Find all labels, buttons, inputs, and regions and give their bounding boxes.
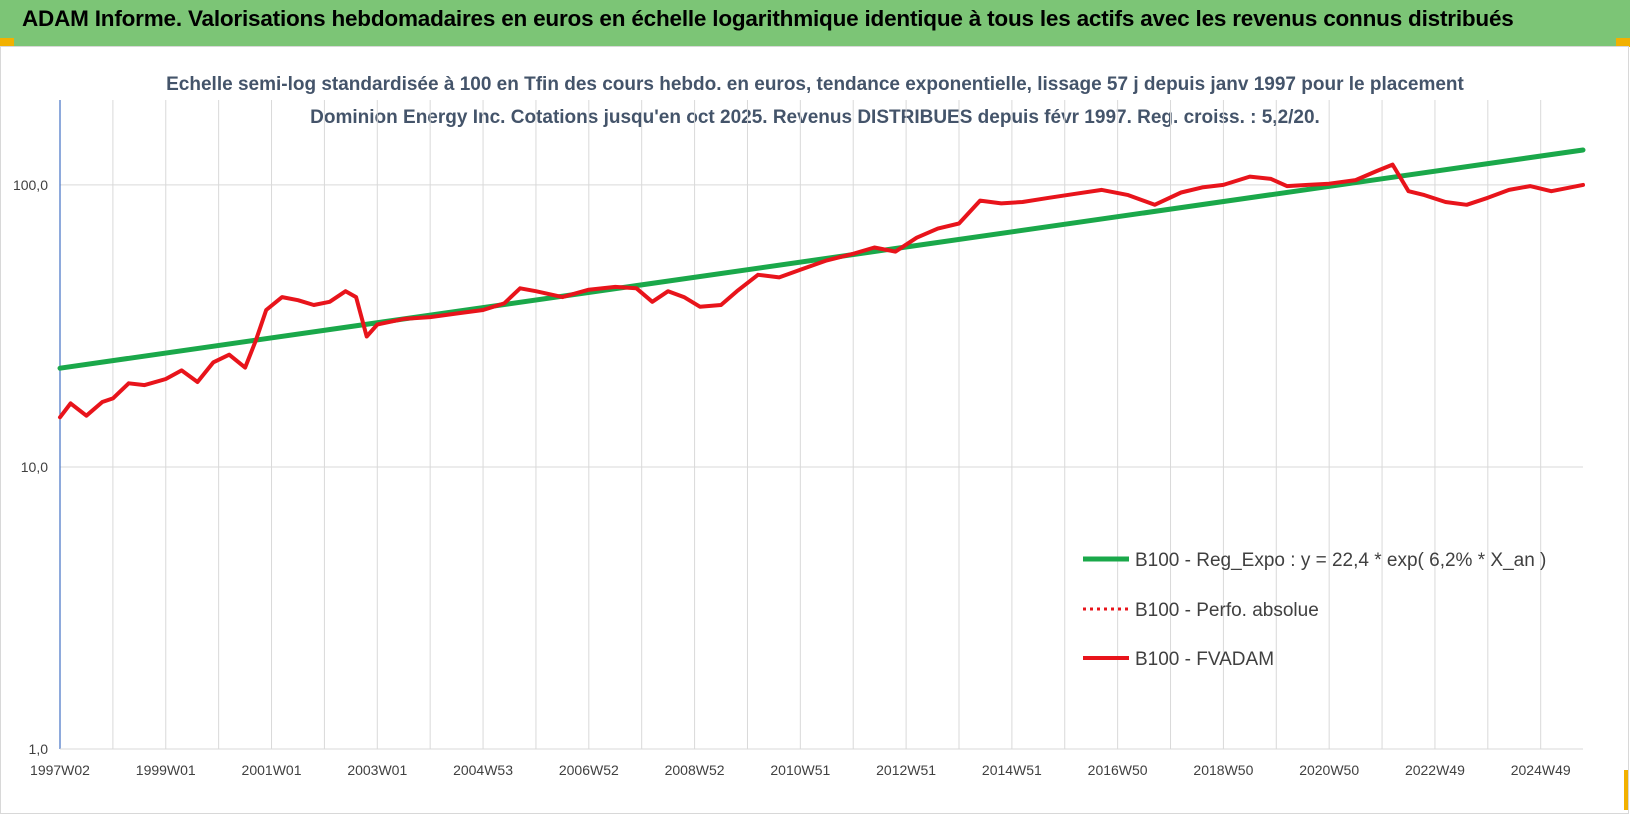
header-banner: ADAM Informe. Valorisations hebdomadaire…	[0, 0, 1630, 46]
x-tick-label: 2004W53	[453, 762, 513, 778]
chart-frame	[0, 46, 1629, 814]
series-line-1	[57, 147, 1586, 371]
x-tick-label: 2018W50	[1193, 762, 1253, 778]
x-tick-label: 1999W01	[136, 762, 196, 778]
corner-mark-right	[1616, 38, 1630, 47]
y-tick-label: 100,0	[13, 177, 48, 193]
axis-ticks: 1,0 10,0 100,0 1997W02 1999W01 2001W01 2003W01…	[13, 177, 1571, 778]
x-tick-label: 2006W52	[559, 762, 619, 778]
corner-mark-left	[0, 38, 14, 47]
x-tick-label: 2010W51	[770, 762, 830, 778]
x-tick-label: 2016W50	[1088, 762, 1148, 778]
corner-mark-bottom-right	[1624, 770, 1629, 810]
chart-title: Echelle semi-log standardisée à 100 en T…	[166, 74, 1464, 128]
x-tick-label: 2022W49	[1405, 762, 1465, 778]
series-lines	[57, 147, 1586, 420]
series-line-3	[58, 162, 1585, 420]
legend-entry-label: B100 - Reg_Expo : y = 22,4 * exp( 6,2% *…	[1135, 550, 1546, 571]
legend-entry-label: B100 - Perfo. absolue	[1135, 600, 1319, 621]
x-tick-label: 2020W50	[1299, 762, 1359, 778]
legend-entry-label: B100 - FVADAM	[1135, 649, 1274, 670]
x-tick-label: 2003W01	[347, 762, 407, 778]
y-tick-label: 10,0	[21, 459, 48, 475]
x-tick-label: 2024W49	[1511, 762, 1571, 778]
x-tick-label: 2012W51	[876, 762, 936, 778]
grid-lines	[59, 100, 1583, 750]
x-tick-label: 2014W51	[982, 762, 1042, 778]
y-tick-label: 1,0	[29, 741, 49, 757]
legend: B100 - Reg_Expo : y = 22,4 * exp( 6,2% *…	[1083, 550, 1546, 670]
x-tick-label: 2008W52	[665, 762, 725, 778]
x-tick-label: 1997W02	[30, 762, 90, 778]
page-title: ADAM Informe. Valorisations hebdomadaire…	[22, 6, 1514, 31]
x-tick-label: 2001W01	[242, 762, 302, 778]
